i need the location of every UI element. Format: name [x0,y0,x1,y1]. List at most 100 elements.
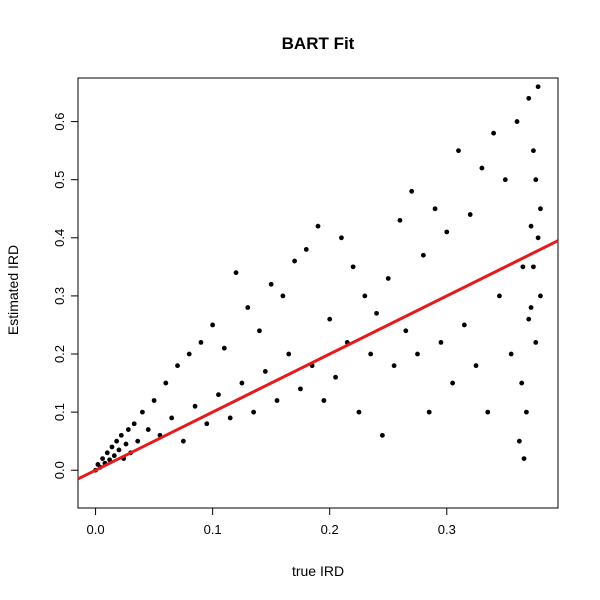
data-point [479,165,485,171]
data-point [245,305,251,310]
data-point [192,403,198,409]
data-point [528,305,534,310]
data-point [514,119,520,124]
data-point [461,322,467,328]
data-point [444,229,450,235]
data-point [123,441,129,447]
data-point [118,432,124,438]
data-point [227,415,233,421]
data-point [409,188,415,194]
data-point [298,386,303,392]
data-point [519,380,525,386]
data-point [526,316,532,322]
data-point [333,374,338,380]
data-point [339,235,344,241]
data-point [239,380,245,386]
data-point [135,438,141,444]
data-point [262,369,268,374]
data-point [526,95,532,101]
data-point [385,276,391,281]
y-tick-label: 0.6 [52,113,67,131]
data-point [350,264,356,270]
data-point [139,409,145,415]
data-point [520,264,526,270]
data-points [93,84,543,473]
data-point [502,177,508,183]
data-point [450,380,456,386]
data-point [438,339,444,345]
data-point [420,252,426,258]
data-point [391,363,397,369]
x-axis: 0.0 0.1 0.2 0.3 [87,508,456,537]
data-point [368,351,374,357]
data-point [456,148,461,154]
data-point [327,316,333,322]
x-tick-label: 0.2 [321,522,339,537]
data-point [175,363,180,369]
data-point [268,281,274,287]
x-tick-label: 0.3 [438,522,456,537]
data-point [114,438,120,444]
data-point [210,322,216,328]
data-point [131,421,137,427]
data-point [473,363,479,369]
y-tick-label: 0.1 [52,403,67,421]
y-tick-label: 0.2 [52,345,67,363]
data-point [362,293,368,299]
data-point [403,328,409,334]
data-point [491,130,497,136]
data-point [303,247,309,252]
data-point [292,258,297,264]
data-point [257,328,262,334]
data-point [163,380,169,386]
fit-line [77,239,559,481]
y-tick-label: 0.0 [52,461,67,479]
data-point [111,453,117,459]
data-point [397,217,403,223]
data-point [538,206,543,212]
data-point [321,398,327,403]
data-point [516,438,522,444]
data-point [109,444,115,450]
y-axis-label: Estimated IRD [5,245,21,335]
data-point [186,351,192,357]
data-point [286,351,292,357]
chart-title: BART Fit [282,34,355,53]
data-point [523,409,529,415]
data-point [535,84,541,90]
data-point [528,223,534,229]
data-point [180,438,186,444]
x-tick-label: 0.0 [87,522,105,537]
data-point [100,456,105,462]
data-point [356,409,362,415]
y-axis: 0.0 0.1 0.2 0.3 0.4 0.5 0.6 [52,113,78,479]
data-point [198,339,204,345]
data-point [151,398,157,403]
data-point [116,447,122,453]
data-point [145,427,151,432]
data-point [533,177,539,183]
data-point [125,427,131,432]
data-point [204,421,210,427]
data-point [521,456,527,462]
x-tick-label: 0.1 [204,522,222,537]
data-point [315,223,321,229]
data-point [216,392,221,398]
plot-frame [77,77,559,509]
y-tick-label: 0.3 [52,287,67,305]
data-point [432,206,438,212]
y-tick-label: 0.5 [52,171,67,189]
data-point [274,398,280,403]
data-point [467,212,473,217]
data-point [221,345,227,351]
data-point [104,450,110,456]
data-point [538,293,543,299]
data-point [426,409,432,415]
data-point [533,339,539,345]
data-point [485,409,491,415]
data-point [535,235,541,241]
data-point [531,264,536,270]
data-point [374,310,379,316]
data-point [379,432,385,438]
